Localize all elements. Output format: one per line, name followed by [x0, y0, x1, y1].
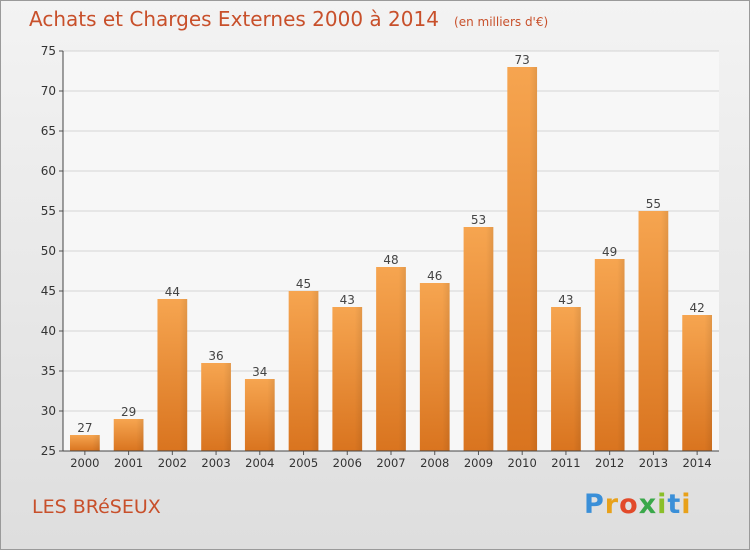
axis-layer: 25 30 35 40 45 50 55 60 65 70 75 2000 2001 2002 2003 20… [41, 44, 719, 470]
proxiti-logo: Proxiti [584, 489, 692, 520]
bar-value-label: 29 [121, 405, 136, 419]
chart-subtitle: (en milliers d'€) [454, 15, 549, 29]
y-tick-label: 70 [41, 84, 56, 98]
y-tick-label: 55 [41, 204, 56, 218]
logo-letter: i [657, 489, 668, 520]
x-tick-label: 2004 [245, 456, 274, 470]
bar-value-label: 49 [602, 245, 617, 259]
x-tick-label: 2002 [158, 456, 187, 470]
bar-value-label: 55 [646, 197, 661, 211]
logo-letter: P [584, 489, 605, 520]
y-tick-label: 35 [41, 364, 56, 378]
bar-value-label: 34 [252, 365, 267, 379]
bar-shade [267, 379, 275, 451]
bar-value-label: 45 [296, 277, 311, 291]
bar-shade [617, 259, 625, 451]
bar-shade [442, 283, 450, 451]
y-tick-label: 65 [41, 124, 56, 138]
y-tick-label: 50 [41, 244, 56, 258]
x-tick-label: 2011 [551, 456, 580, 470]
x-tick-label: 2005 [289, 456, 318, 470]
x-tick-label: 2000 [70, 456, 99, 470]
bar-value-label: 43 [558, 293, 573, 307]
x-tick-label: 2007 [376, 456, 405, 470]
bar-shade [660, 211, 669, 451]
logo-letter: t [667, 489, 682, 520]
y-tick-label: 60 [41, 164, 56, 178]
y-tick-label: 75 [41, 44, 56, 58]
bar-shade [310, 291, 319, 451]
bar-value-label: 43 [340, 293, 355, 307]
x-tick-label: 2013 [639, 456, 668, 470]
y-tick-label: 40 [41, 324, 56, 338]
bar-shade [223, 363, 231, 451]
bar-value-label: 36 [208, 349, 223, 363]
x-tick-label: 2001 [114, 456, 143, 470]
bar-value-label: 44 [165, 285, 180, 299]
chart-title: Achats et Charges Externes 2000 à 2014 [29, 7, 439, 31]
x-tick-label: 2009 [464, 456, 493, 470]
bar-shade [398, 267, 406, 451]
bar-value-label: 73 [515, 53, 530, 67]
logo-letter: r [604, 489, 620, 520]
x-tick-label: 2003 [201, 456, 230, 470]
x-tick-label: 2006 [333, 456, 362, 470]
bar-value-label: 42 [689, 301, 704, 315]
bar-value-label: 46 [427, 269, 442, 283]
bar-shade [354, 307, 363, 451]
bar-shade [179, 299, 188, 451]
bar-shade [485, 227, 494, 451]
bar-shade [136, 419, 144, 451]
x-tick-label: 2012 [595, 456, 624, 470]
x-tick-label: 2014 [682, 456, 711, 470]
bar-shade [704, 315, 713, 451]
logo-letter: o [619, 489, 639, 520]
bar-layer: 27 29 44 36 34 45 43 48 46 53 73 43 49 55 42 [69, 53, 713, 451]
town-name: LES BRéSEUX [32, 496, 161, 518]
x-tick-label: 2008 [420, 456, 449, 470]
bar-shade [573, 307, 581, 451]
bar-value-label: 48 [383, 253, 398, 267]
bar-shade [529, 67, 538, 451]
bar-shade [92, 435, 100, 451]
bar-value-label: 53 [471, 213, 486, 227]
bar-value-label: 27 [77, 421, 92, 435]
y-tick-label: 45 [41, 284, 56, 298]
title-row: Achats et Charges Externes 2000 à 2014 (… [29, 7, 548, 31]
x-tick-label: 2010 [508, 456, 537, 470]
logo-letter: x [638, 489, 658, 520]
logo-letter: i [681, 489, 692, 520]
y-tick-label: 25 [41, 444, 56, 458]
y-tick-label: 30 [41, 404, 56, 418]
